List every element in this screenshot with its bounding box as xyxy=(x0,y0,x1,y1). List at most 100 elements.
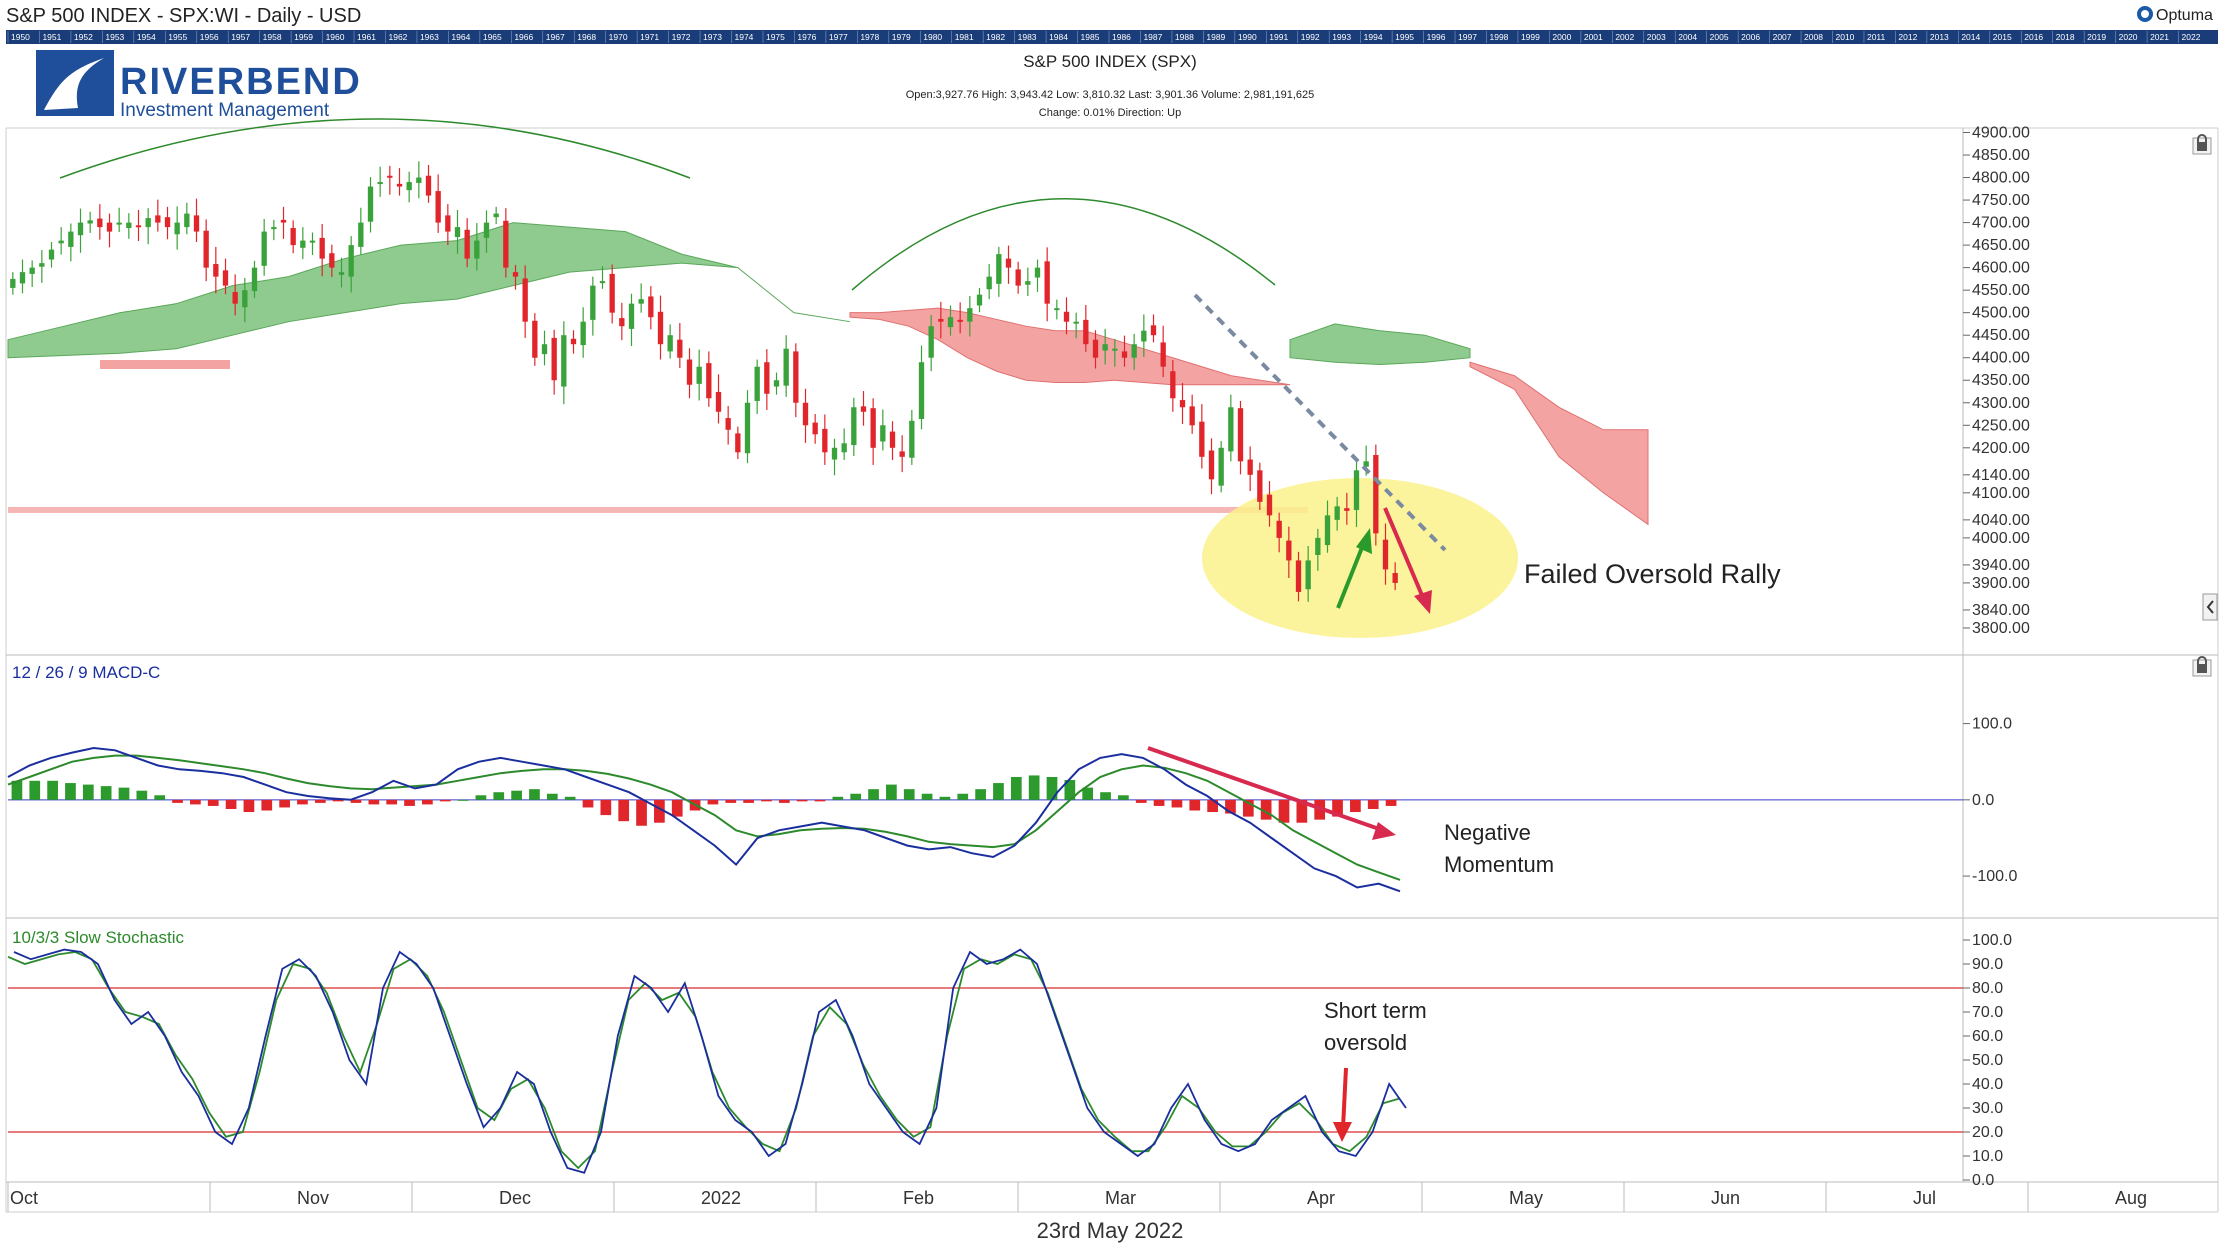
macd-histogram-bar xyxy=(1242,799,1254,817)
timeline-bar[interactable] xyxy=(6,30,2218,44)
macd-histogram-bar xyxy=(832,796,844,800)
candle-body xyxy=(29,267,35,274)
stochastic-y-tick-label: 30.0 xyxy=(1972,1100,2003,1117)
candle-body xyxy=(1208,450,1215,480)
macd-histogram-bar xyxy=(11,780,23,800)
macd-histogram-bar xyxy=(654,799,665,823)
macd-histogram-bar xyxy=(582,799,594,808)
timeline-year-label: 2016 xyxy=(2024,32,2043,42)
candle-body xyxy=(106,222,113,232)
optuma-label: Optuma xyxy=(2156,7,2213,24)
top-arc-2 xyxy=(851,198,1276,291)
candle-body xyxy=(541,344,548,355)
macd-panel[interactable]: 12 / 26 / 9 MACD-C Negative Momentum 100… xyxy=(7,663,2017,893)
candlesticks xyxy=(10,161,1398,602)
timeline-year-label: 1989 xyxy=(1206,32,1225,42)
timeline-year-label: 1977 xyxy=(829,32,848,42)
candle-body xyxy=(348,245,354,277)
macd-histogram-bar xyxy=(475,795,487,800)
macd-histogram-bar xyxy=(1135,799,1147,803)
candle-body xyxy=(1005,258,1012,268)
price-y-tick-label: 4550.00 xyxy=(1972,282,2030,299)
macd-panel-lock-icon[interactable] xyxy=(2192,656,2212,677)
macd-histogram-bar xyxy=(1207,799,1218,813)
macd-y-axis[interactable]: 100.0 0.0 -100.0 xyxy=(1963,716,2017,885)
candle-body xyxy=(97,218,103,228)
macd-histogram-bar xyxy=(136,790,148,800)
macd-histogram-bar xyxy=(1028,775,1040,800)
candle-body xyxy=(648,296,654,318)
optuma-brand[interactable]: Optuma xyxy=(2137,6,2213,24)
price-y-tick-label: 3800.00 xyxy=(1972,620,2030,637)
stochastic-y-axis[interactable]: 100.0 90.0 80.0 70.0 60.0 50.0 40.0 30.0 20.0 10.… xyxy=(1963,932,2012,1189)
candle-body xyxy=(454,227,461,238)
timeline-year-label: 1986 xyxy=(1112,32,1131,42)
candle-body xyxy=(822,428,828,453)
macd-histogram-bar xyxy=(1367,799,1379,809)
macd-histogram-bar xyxy=(100,786,112,800)
timeline-year-label: 1950 xyxy=(11,32,30,42)
candle-body xyxy=(503,220,509,268)
candle-body xyxy=(280,219,287,223)
candle-body xyxy=(271,227,277,230)
macd-histogram-bar xyxy=(850,793,862,800)
candle-body xyxy=(126,222,132,228)
stochastic-panel[interactable]: 10/3/3 Slow Stochastic Short term overso… xyxy=(7,928,2012,1189)
expand-panel-chevron-left-icon[interactable] xyxy=(2202,593,2218,621)
macd-histogram-bar xyxy=(1046,776,1058,800)
macd-histogram-bar xyxy=(546,793,558,800)
candle-body xyxy=(986,276,992,290)
x-axis[interactable]: Oct Nov Dec 2022 Feb Mar Apr May Jun Jul Aug xyxy=(6,1182,2218,1213)
stochastic-y-tick-label: 70.0 xyxy=(1972,1004,2003,1021)
macd-histogram-bar xyxy=(1189,799,1201,811)
timeline-year-label: 1978 xyxy=(860,32,879,42)
timeline-year-label: 1976 xyxy=(797,32,816,42)
candle-body xyxy=(609,273,615,313)
price-panel-lock-icon[interactable] xyxy=(2192,134,2212,155)
candle-body xyxy=(1363,461,1369,467)
candle-body xyxy=(135,225,142,228)
timeline-year-label: 1990 xyxy=(1238,32,1257,42)
candle-body xyxy=(367,186,374,222)
macd-histogram-bar xyxy=(975,789,986,800)
timeline-year-label: 1954 xyxy=(137,32,156,42)
timeline-year-label: 1984 xyxy=(1049,32,1068,42)
candle-body xyxy=(909,420,915,458)
macd-histogram-bar xyxy=(725,799,737,803)
candle-body xyxy=(445,215,451,232)
timeline-year-label: 2005 xyxy=(1710,32,1729,42)
price-panel[interactable]: Failed Oversold Rally 4900.00 4850.00 4800… xyxy=(7,118,2030,638)
timeline-year-label: 1957 xyxy=(231,32,250,42)
candle-body xyxy=(957,319,963,322)
candle-body xyxy=(1247,459,1253,475)
stochastic-y-tick-label: 100.0 xyxy=(1972,932,2012,949)
timeline-year-label: 1974 xyxy=(735,32,754,42)
candle-body xyxy=(425,175,432,196)
candle-body xyxy=(174,222,180,235)
candle-body xyxy=(1189,406,1195,426)
candle-body xyxy=(686,359,693,385)
price-y-tick-label: 4350.00 xyxy=(1972,372,2030,389)
x-month-label: Aug xyxy=(2115,1188,2147,1208)
timeline-year-label: 1973 xyxy=(703,32,722,42)
timeline-year-label: 1971 xyxy=(640,32,659,42)
timeline-year-label: 2003 xyxy=(1647,32,1666,42)
price-y-axis[interactable]: 4900.00 4850.00 4800.00 4750.00 4700.00 4650.… xyxy=(1963,125,2030,637)
macd-histogram-bar xyxy=(1350,799,1361,813)
stochastic-y-tick-label: 40.0 xyxy=(1972,1076,2003,1093)
candle-body xyxy=(764,362,770,394)
stochastic-y-tick-label: 50.0 xyxy=(1972,1052,2003,1069)
macd-histogram-bar xyxy=(778,799,790,803)
candle-body xyxy=(300,240,306,248)
macd-histogram-bar xyxy=(671,799,683,817)
candle-body xyxy=(1315,537,1321,556)
candle-body xyxy=(793,351,799,403)
candle-body xyxy=(1392,573,1398,583)
timeline-year-label: 1996 xyxy=(1427,32,1446,42)
short-term-oversold-annotation-line1: Short term xyxy=(1324,998,1427,1023)
candle-body xyxy=(1121,351,1128,358)
macd-histogram-bar xyxy=(279,799,290,808)
macd-histogram-bar xyxy=(1385,799,1397,806)
candle-body xyxy=(831,447,838,460)
